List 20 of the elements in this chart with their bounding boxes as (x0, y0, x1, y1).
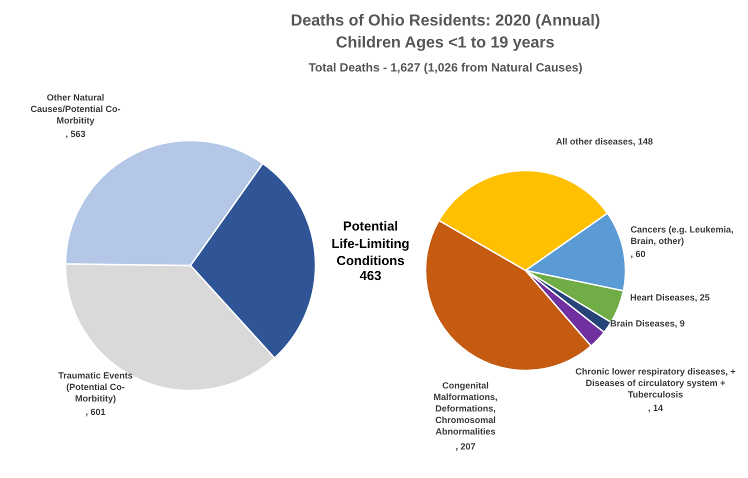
slice-label: Potential Life-Limiting Conditions (332, 218, 410, 268)
slice-label: Heart Diseases (630, 292, 695, 302)
slice-label: Cancers (e.g. Leukemia, Brain, other) (630, 224, 734, 246)
data-label: , 60 (630, 248, 646, 259)
data-label: , 601 (85, 406, 106, 417)
data-label: , 207 (455, 441, 476, 452)
data-label: , 148 (632, 136, 653, 146)
text: Deaths of Ohio Residents: 2020 (Annual) Children Ages <1 to 19 years (290, 12, 600, 52)
data-label: 463 (360, 268, 382, 284)
slice-label: Chronic lower respiratory diseases, + Diseases of circulatory system + Tuberculosis (575, 366, 736, 400)
data-label: , 14 (648, 402, 664, 413)
data-label: , 9 (674, 318, 685, 328)
data-label: , 25 (694, 292, 710, 302)
slice-label: Traumatic Events (Potential Co-Morbitity) (58, 370, 133, 404)
slice-label: Congenital Malformations, Deformations, Chromosomal Abnormalities (433, 380, 498, 436)
slice-label: Brain Diseases (610, 318, 675, 328)
slice-label: All other diseases (556, 136, 633, 146)
slice-label: Other Natural Causes/Potential Co-Morbitity (30, 92, 121, 126)
data-label: , 563 (65, 128, 86, 139)
text: Total Deaths - 1,627 (1,026 from Natural Causes) (308, 60, 582, 74)
